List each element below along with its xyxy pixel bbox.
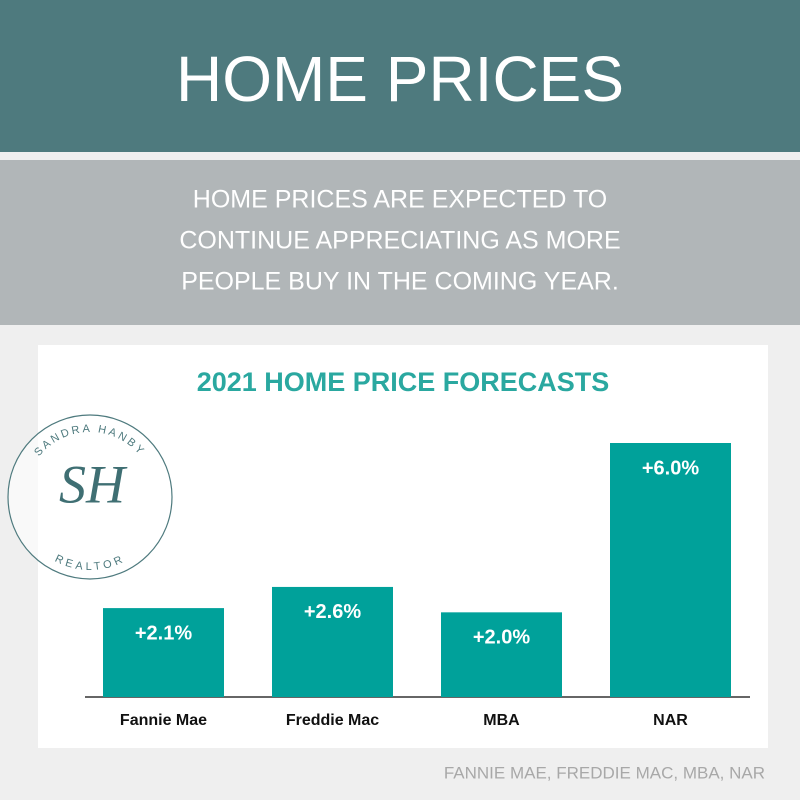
page-title: HOME PRICES [176,43,624,115]
subtitle-line: HOME PRICES ARE EXPECTED TO [193,186,607,214]
value-label: +2.6% [304,601,361,623]
subtitle-line: CONTINUE APPRECIATING AS MORE [179,227,620,255]
bar [103,608,224,697]
x-tick-label: MBA [483,712,520,729]
x-tick-label: NAR [653,712,688,729]
source-note: FANNIE MAE, FREDDIE MAC, MBA, NAR [444,763,765,782]
chart-title: 2021 HOME PRICE FORECASTS [197,367,610,397]
subtitle-band [0,160,800,325]
logo-monogram: SH [59,454,128,514]
value-label: +6.0% [642,457,699,479]
title-band [0,0,800,152]
bar [610,443,731,697]
bar [272,586,393,697]
x-tick-label: Fannie Mae [120,712,207,729]
subtitle-line: PEOPLE BUY IN THE COMING YEAR. [181,268,619,296]
bars: +2.1% Fannie Mae +2.6% Freddie Mac +2.0% MBA +… [103,443,731,729]
x-tick-label: Freddie Mac [286,712,379,729]
value-label: +2.1% [135,622,192,644]
logo: SANDRA HANBY SH REALTOR [7,414,173,580]
value-label: +2.0% [473,627,530,649]
logo-circle [7,414,173,580]
bar [441,612,562,697]
